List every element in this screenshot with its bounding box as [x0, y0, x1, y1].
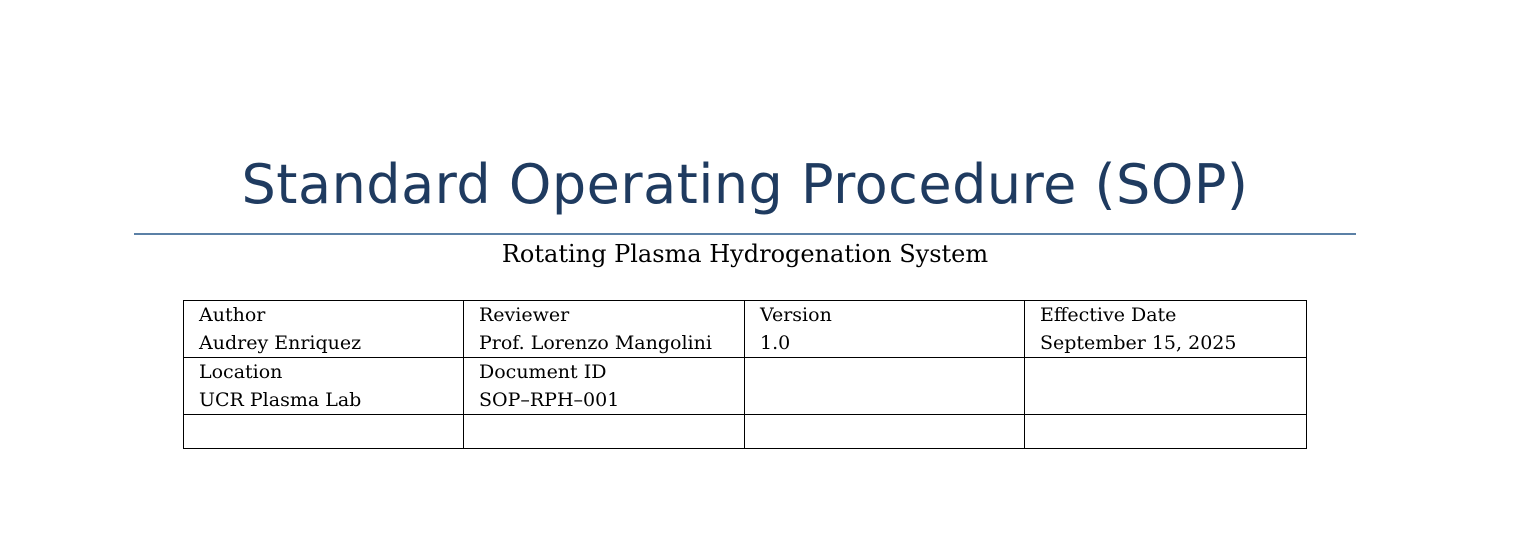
author-value: Audrey Enriquez	[199, 332, 362, 354]
location-cell[interactable]: Location UCR Plasma Lab	[183, 357, 464, 415]
empty-cell[interactable]	[744, 357, 1025, 415]
empty-cell[interactable]	[1024, 414, 1307, 449]
title-divider	[134, 233, 1356, 235]
table-row: Location UCR Plasma Lab Document ID SOP–…	[183, 357, 1307, 415]
author-cell[interactable]: Author Audrey Enriquez	[183, 300, 464, 358]
document-subtitle: Rotating Plasma Hydrogenation System	[501, 240, 989, 268]
document-title: Standard Operating Procedure (SOP)	[241, 153, 1249, 216]
reviewer-value: Prof. Lorenzo Mangolini	[479, 332, 712, 354]
author-label: Author	[199, 304, 266, 326]
empty-cell[interactable]	[463, 414, 745, 449]
location-label: Location	[199, 361, 283, 383]
table-row: Author Audrey Enriquez Reviewer Prof. Lo…	[183, 300, 1307, 358]
effective-date-label: Effective Date	[1040, 304, 1177, 326]
document-id-cell[interactable]: Document ID SOP–RPH–001	[463, 357, 745, 415]
reviewer-cell[interactable]: Reviewer Prof. Lorenzo Mangolini	[463, 300, 745, 358]
version-value: 1.0	[760, 332, 791, 354]
sop-info-table: Author Audrey Enriquez Reviewer Prof. Lo…	[183, 300, 1307, 449]
reviewer-label: Reviewer	[479, 304, 570, 326]
version-cell[interactable]: Version 1.0	[744, 300, 1025, 358]
version-label: Version	[760, 304, 832, 326]
document-id-label: Document ID	[479, 361, 607, 383]
empty-cell[interactable]	[1024, 357, 1307, 415]
table-row	[183, 414, 1307, 449]
effective-date-cell[interactable]: Effective Date September 15, 2025	[1024, 300, 1307, 358]
document-id-value: SOP–RPH–001	[479, 389, 620, 411]
effective-date-value: September 15, 2025	[1040, 332, 1237, 354]
empty-cell[interactable]	[183, 414, 464, 449]
empty-cell[interactable]	[744, 414, 1025, 449]
location-value: UCR Plasma Lab	[199, 389, 362, 411]
